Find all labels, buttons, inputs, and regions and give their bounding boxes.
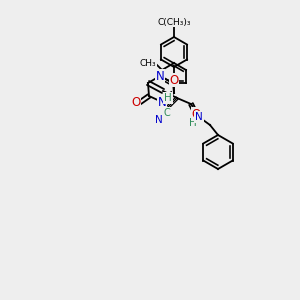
Text: CH₃: CH₃ <box>140 58 156 68</box>
Text: N: N <box>156 70 164 83</box>
Text: N: N <box>155 115 163 125</box>
Text: H: H <box>189 118 197 128</box>
Text: N: N <box>158 95 166 109</box>
Text: O: O <box>191 107 201 121</box>
Text: N: N <box>195 112 203 122</box>
Text: C: C <box>164 108 170 118</box>
Text: O: O <box>169 74 178 86</box>
Text: O: O <box>131 97 141 110</box>
Text: H: H <box>164 93 172 103</box>
Text: C(CH₃)₃: C(CH₃)₃ <box>157 17 191 26</box>
